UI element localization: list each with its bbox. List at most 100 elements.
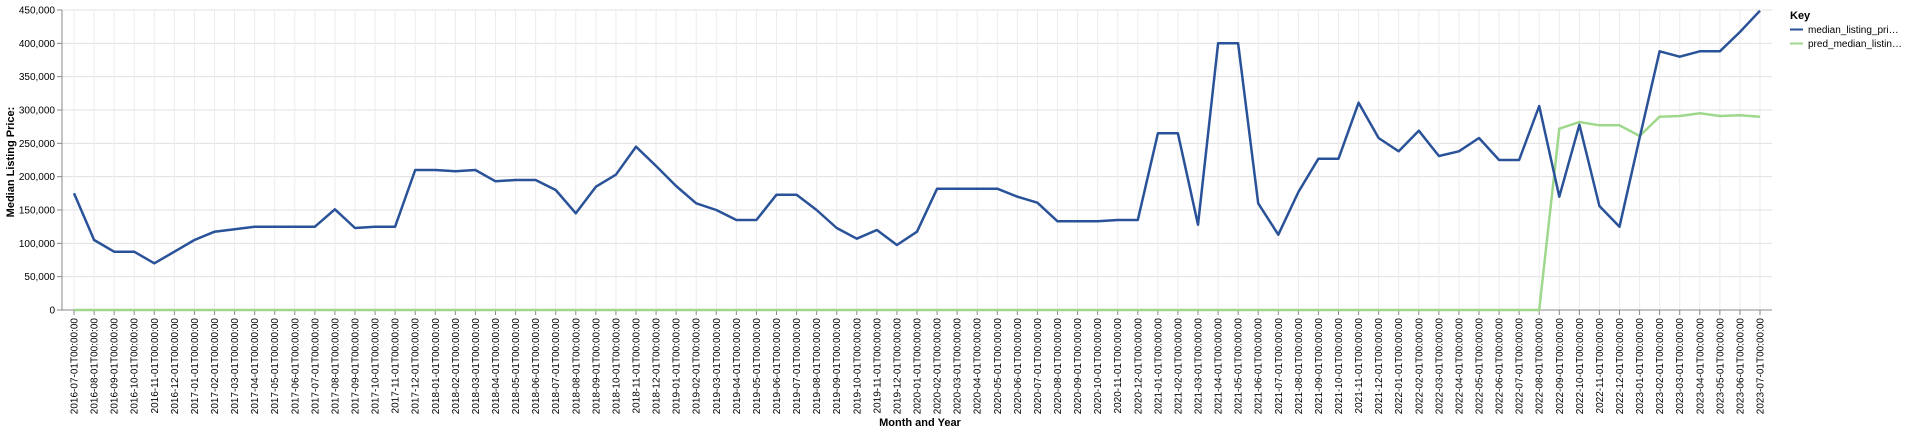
x-tick-label: 2021-01-01T00:00:00	[1153, 318, 1164, 415]
x-tick-label: 2019-05-01T00:00:00	[752, 318, 763, 415]
x-tick-label: 2020-12-01T00:00:00	[1133, 318, 1144, 415]
x-tick-label: 2018-08-01T00:00:00	[571, 318, 582, 415]
x-tick-label: 2021-06-01T00:00:00	[1254, 318, 1265, 415]
series-line-0	[72, 9, 1761, 265]
gridlines	[62, 9, 1772, 311]
legend-label: median_listing_pri…	[1808, 25, 1899, 36]
y-tick-label: 300,000	[19, 106, 56, 117]
x-tick-label: 2021-04-01T00:00:00	[1214, 318, 1225, 415]
x-tick-label: 2017-08-01T00:00:00	[330, 318, 341, 415]
series-lines	[72, 9, 1761, 312]
x-axis-title: Month and Year	[879, 417, 961, 429]
axes: 0 50,000 100,000 150,000 200,000 250,000 300,0…	[19, 6, 1772, 415]
x-tick-label: 2023-03-01T00:00:00	[1675, 318, 1686, 415]
x-tick-label: 2021-07-01T00:00:00	[1274, 318, 1285, 415]
x-tick-label: 2019-04-01T00:00:00	[732, 318, 743, 415]
x-tick-label: 2017-12-01T00:00:00	[411, 318, 422, 415]
x-tick-label: 2020-06-01T00:00:00	[1013, 318, 1024, 415]
x-tick-label: 2018-09-01T00:00:00	[591, 318, 602, 415]
x-tick-label: 2022-05-01T00:00:00	[1475, 318, 1486, 415]
x-tick-label: 2018-10-01T00:00:00	[611, 318, 622, 415]
x-tick-label: 2016-07-01T00:00:00	[70, 318, 81, 415]
x-tick-label: 2022-08-01T00:00:00	[1535, 318, 1546, 415]
x-tick-label: 2020-08-01T00:00:00	[1053, 318, 1064, 415]
x-tick-label: 2017-05-01T00:00:00	[270, 318, 281, 415]
x-tick-label: 2022-02-01T00:00:00	[1414, 318, 1425, 415]
x-tick-label: 2021-03-01T00:00:00	[1194, 318, 1205, 415]
x-tick-label: 2019-06-01T00:00:00	[772, 318, 783, 415]
y-tick-label: 100,000	[19, 239, 56, 250]
x-tick-label: 2016-12-01T00:00:00	[170, 318, 181, 415]
x-tick-label: 2023-04-01T00:00:00	[1695, 318, 1706, 415]
x-tick-label: 2017-06-01T00:00:00	[290, 318, 301, 415]
x-tick-label: 2018-12-01T00:00:00	[652, 318, 663, 415]
legend-title: Key	[1790, 10, 1811, 22]
legend-label: pred_median_listin…	[1808, 39, 1902, 50]
x-tick-label: 2023-05-01T00:00:00	[1715, 318, 1726, 415]
x-tick-label: 2017-01-01T00:00:00	[190, 318, 201, 415]
x-tick-label: 2019-01-01T00:00:00	[672, 318, 683, 415]
x-tick-label: 2018-05-01T00:00:00	[511, 318, 522, 415]
y-tick-label: 400,000	[19, 39, 56, 50]
x-tick-label: 2021-02-01T00:00:00	[1173, 318, 1184, 415]
x-tick-label: 2019-03-01T00:00:00	[712, 318, 723, 415]
x-tick-label: 2023-02-01T00:00:00	[1655, 318, 1666, 415]
x-tick-label: 2020-10-01T00:00:00	[1093, 318, 1104, 415]
x-tick-label: 2023-01-01T00:00:00	[1635, 318, 1646, 415]
x-tick-label: 2021-12-01T00:00:00	[1374, 318, 1385, 415]
x-tick-label: 2017-07-01T00:00:00	[310, 318, 321, 415]
x-tick-label: 2022-07-01T00:00:00	[1515, 318, 1526, 415]
x-tick-label: 2017-10-01T00:00:00	[371, 318, 382, 415]
y-tick-label: 150,000	[19, 206, 56, 217]
x-tick-label: 2018-11-01T00:00:00	[632, 318, 643, 414]
x-tick-label: 2020-05-01T00:00:00	[993, 318, 1004, 415]
x-tick-label: 2019-02-01T00:00:00	[692, 318, 703, 415]
y-tick-label: 250,000	[19, 139, 56, 150]
x-tick-label: 2021-10-01T00:00:00	[1334, 318, 1345, 415]
y-tick-label: 350,000	[19, 72, 56, 83]
x-tick-label: 2022-11-01T00:00:00	[1595, 318, 1606, 414]
x-tick-label: 2020-09-01T00:00:00	[1073, 318, 1084, 415]
x-tick-label: 2021-08-01T00:00:00	[1294, 318, 1305, 415]
y-tick-label: 450,000	[19, 6, 56, 17]
x-tick-label: 2022-03-01T00:00:00	[1434, 318, 1445, 415]
x-tick-label: 2023-07-01T00:00:00	[1756, 318, 1767, 415]
x-tick-label: 2016-10-01T00:00:00	[130, 318, 141, 415]
x-tick-label: 2022-01-01T00:00:00	[1394, 318, 1405, 415]
x-tick-label: 2022-06-01T00:00:00	[1495, 318, 1506, 415]
x-tick-label: 2022-12-01T00:00:00	[1615, 318, 1626, 415]
x-tick-label: 2023-06-01T00:00:00	[1735, 318, 1746, 415]
x-tick-label: 2021-09-01T00:00:00	[1314, 318, 1325, 415]
x-tick-label: 2021-05-01T00:00:00	[1234, 318, 1245, 415]
x-tick-label: 2021-11-01T00:00:00	[1354, 318, 1365, 414]
x-tick-label: 2017-04-01T00:00:00	[250, 318, 261, 415]
x-tick-label: 2016-09-01T00:00:00	[110, 318, 121, 415]
x-tick-label: 2019-12-01T00:00:00	[892, 318, 903, 415]
x-tick-label: 2018-03-01T00:00:00	[471, 318, 482, 415]
y-tick-label: 200,000	[19, 172, 56, 183]
y-tick-label: 0	[49, 306, 55, 317]
legend: Key median_listing_pri… pred_median_listi…	[1790, 10, 1902, 50]
x-tick-label: 2017-11-01T00:00:00	[391, 318, 402, 414]
x-tick-label: 2020-11-01T00:00:00	[1113, 318, 1124, 414]
x-tick-label: 2020-04-01T00:00:00	[973, 318, 984, 415]
x-tick-label: 2017-09-01T00:00:00	[351, 318, 362, 415]
x-tick-label: 2019-11-01T00:00:00	[872, 318, 883, 414]
x-tick-label: 2017-03-01T00:00:00	[230, 318, 241, 415]
x-tick-label: 2017-02-01T00:00:00	[210, 318, 221, 415]
x-tick-label: 2022-04-01T00:00:00	[1454, 318, 1465, 415]
x-tick-label: 2018-07-01T00:00:00	[551, 318, 562, 415]
x-tick-label: 2020-07-01T00:00:00	[1033, 318, 1044, 415]
x-tick-label: 2018-04-01T00:00:00	[491, 318, 502, 415]
x-tick-label: 2022-09-01T00:00:00	[1555, 318, 1566, 415]
y-tick-label: 50,000	[24, 272, 55, 283]
x-tick-label: 2022-10-01T00:00:00	[1575, 318, 1586, 415]
x-tick-label: 2018-06-01T00:00:00	[531, 318, 542, 415]
x-tick-label: 2019-08-01T00:00:00	[812, 318, 823, 415]
x-tick-label: 2018-01-01T00:00:00	[431, 318, 442, 415]
x-tick-label: 2016-08-01T00:00:00	[90, 318, 101, 415]
series-line-1	[74, 112, 1761, 312]
x-tick-label: 2020-02-01T00:00:00	[933, 318, 944, 415]
x-tick-label: 2019-07-01T00:00:00	[792, 318, 803, 415]
